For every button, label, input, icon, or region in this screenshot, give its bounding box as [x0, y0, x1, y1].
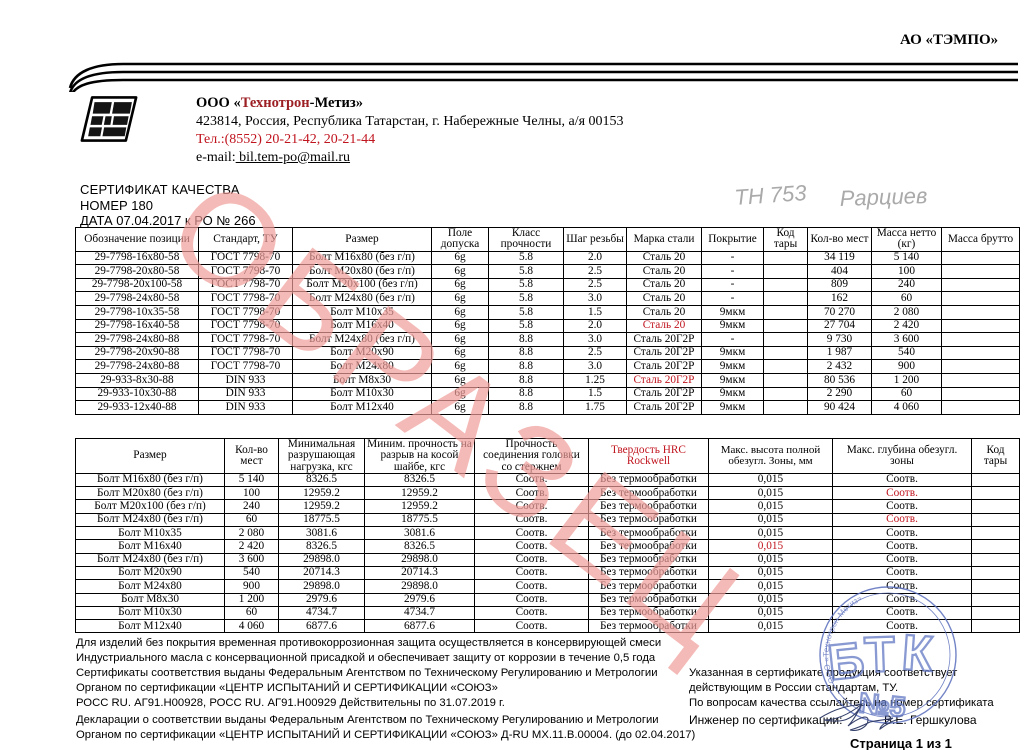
- svg-text:ОБРАЗЕЦ: ОБРАЗЕЦ: [143, 151, 775, 684]
- svg-text:К: К: [900, 624, 935, 682]
- svg-text:Т: Т: [863, 626, 895, 683]
